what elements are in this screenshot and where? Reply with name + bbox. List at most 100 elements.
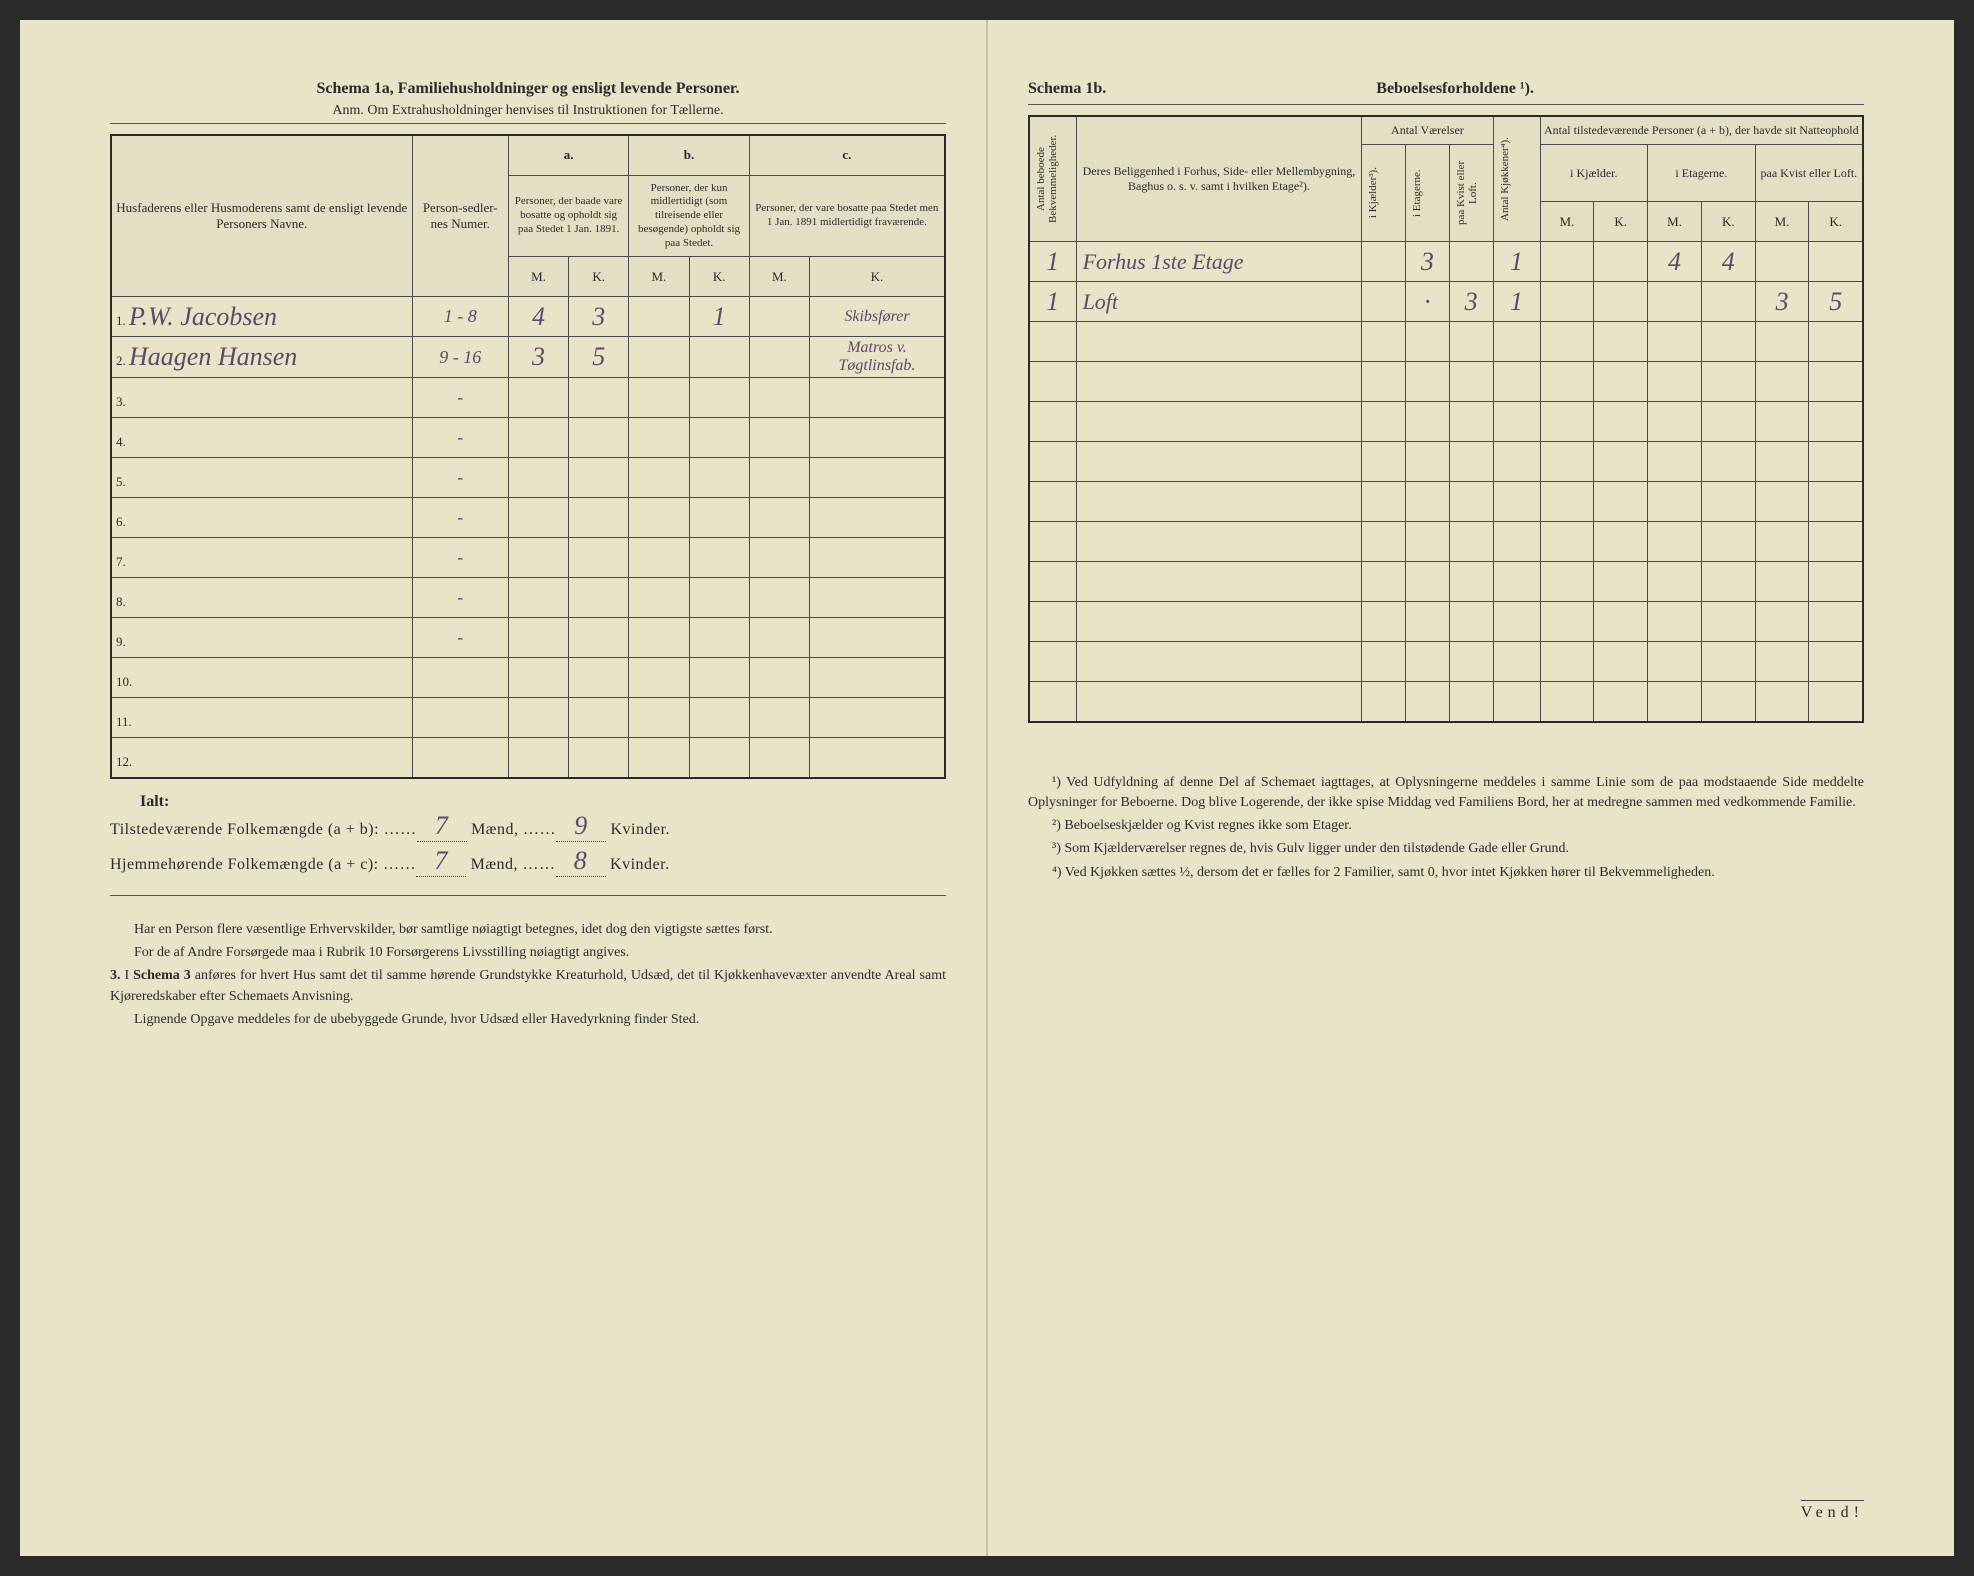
bK-cell	[689, 618, 749, 658]
col-beliggenhed-header: Deres Beliggenhed i Forhus, Side- eller …	[1076, 116, 1362, 242]
p3m-cell	[1755, 362, 1809, 402]
row-number: 11.	[111, 698, 412, 738]
aK-cell	[569, 618, 629, 658]
table-row	[1029, 602, 1863, 642]
grp-vaerelser: Antal Værelser	[1362, 116, 1493, 145]
kj-cell	[1493, 442, 1540, 482]
col-person-num-header: Person-sedler-nes Numer.	[412, 135, 508, 297]
table-row: 5. -	[111, 458, 945, 498]
left-note-2: For de af Andre Forsørgede maa i Rubrik …	[110, 943, 946, 963]
table-row: 12.	[111, 738, 945, 778]
cK-cell: Matros v. Tøgtlinsfab.	[809, 337, 945, 378]
p3m-cell: 3	[1755, 282, 1809, 322]
bM-cell	[629, 458, 689, 498]
c2-cell: Loft	[1076, 282, 1362, 322]
v1-cell	[1362, 322, 1406, 362]
kj-cell	[1493, 482, 1540, 522]
kj-cell	[1493, 602, 1540, 642]
p2k-cell	[1701, 682, 1755, 722]
vaer-etagerne: i Etagerne.	[1409, 153, 1431, 233]
p2k-cell	[1701, 482, 1755, 522]
p1k-cell	[1594, 602, 1648, 642]
right-note-2: ²) Beboelseskjælder og Kvist regnes ikke…	[1028, 816, 1864, 836]
aK-cell	[569, 538, 629, 578]
bM-cell	[629, 658, 689, 698]
bK-cell	[689, 738, 749, 778]
v1-cell	[1362, 602, 1406, 642]
v2-cell	[1406, 602, 1450, 642]
kj-cell	[1493, 562, 1540, 602]
p2k-cell	[1701, 442, 1755, 482]
table-row	[1029, 322, 1863, 362]
p1k-cell	[1594, 562, 1648, 602]
p2m-cell	[1648, 482, 1702, 522]
bM-cell	[629, 378, 689, 418]
cK-cell	[809, 378, 945, 418]
c2-cell	[1076, 442, 1362, 482]
table-row	[1029, 482, 1863, 522]
aM-cell: 4	[508, 297, 568, 337]
p1m-cell	[1540, 442, 1594, 482]
p1m-cell	[1540, 602, 1594, 642]
table-row: 8. -	[111, 578, 945, 618]
v3-cell	[1449, 642, 1493, 682]
name-cell: P.W. Jacobsen	[129, 302, 277, 331]
ialt-label: Ialt:	[140, 793, 946, 811]
p1k-cell	[1594, 482, 1648, 522]
cM-cell	[749, 378, 809, 418]
p3k-cell	[1809, 682, 1863, 722]
v1-cell	[1362, 282, 1406, 322]
p3k-cell	[1809, 562, 1863, 602]
right-note-3: ³) Som Kjælderværelser regnes de, hvis G…	[1028, 839, 1864, 859]
table-row	[1029, 642, 1863, 682]
v3-cell	[1449, 362, 1493, 402]
p1m-cell	[1540, 642, 1594, 682]
p2m-cell	[1648, 682, 1702, 722]
p3k-cell	[1809, 602, 1863, 642]
v2-cell	[1406, 682, 1450, 722]
c1-cell	[1029, 322, 1076, 362]
p3-M: M.	[1755, 202, 1809, 242]
p3k-cell	[1809, 522, 1863, 562]
p3m-cell	[1755, 322, 1809, 362]
group-a-header: a.	[508, 135, 628, 175]
aK-cell	[569, 578, 629, 618]
bM-cell	[629, 578, 689, 618]
table-row	[1029, 362, 1863, 402]
schema-1a-title: Schema 1a, Familiehusholdninger og ensli…	[110, 80, 946, 98]
bK-cell	[689, 698, 749, 738]
p3m-cell	[1755, 642, 1809, 682]
v3-cell	[1449, 522, 1493, 562]
v2-cell	[1406, 562, 1450, 602]
p2k-cell	[1701, 562, 1755, 602]
v3-cell	[1449, 682, 1493, 722]
person-num-cell: -	[412, 538, 508, 578]
a-K: K.	[569, 257, 629, 297]
cM-cell	[749, 538, 809, 578]
c2-cell	[1076, 362, 1362, 402]
aK-cell: 3	[569, 297, 629, 337]
bK-cell	[689, 337, 749, 378]
bK-cell	[689, 538, 749, 578]
p3k-cell	[1809, 642, 1863, 682]
line1-m: 7	[417, 811, 467, 842]
kj-cell	[1493, 682, 1540, 722]
person-num-cell: 1 - 8	[412, 297, 508, 337]
bM-cell	[629, 418, 689, 458]
c1-cell: 1	[1029, 282, 1076, 322]
col-a-desc: Personer, der baade vare bosatte og opho…	[508, 175, 628, 257]
person-num-cell: -	[412, 378, 508, 418]
p2m-cell	[1648, 562, 1702, 602]
c1-cell	[1029, 482, 1076, 522]
v2-cell	[1406, 362, 1450, 402]
cM-cell	[749, 618, 809, 658]
bM-cell	[629, 698, 689, 738]
cK-cell	[809, 498, 945, 538]
bK-cell	[689, 378, 749, 418]
aM-cell	[508, 578, 568, 618]
bM-cell	[629, 297, 689, 337]
bK-cell	[689, 658, 749, 698]
left-note-1: Har en Person flere væsentlige Erhvervsk…	[110, 920, 946, 940]
p2m-cell	[1648, 282, 1702, 322]
kvinder-label-2: Kvinder.	[610, 856, 670, 873]
